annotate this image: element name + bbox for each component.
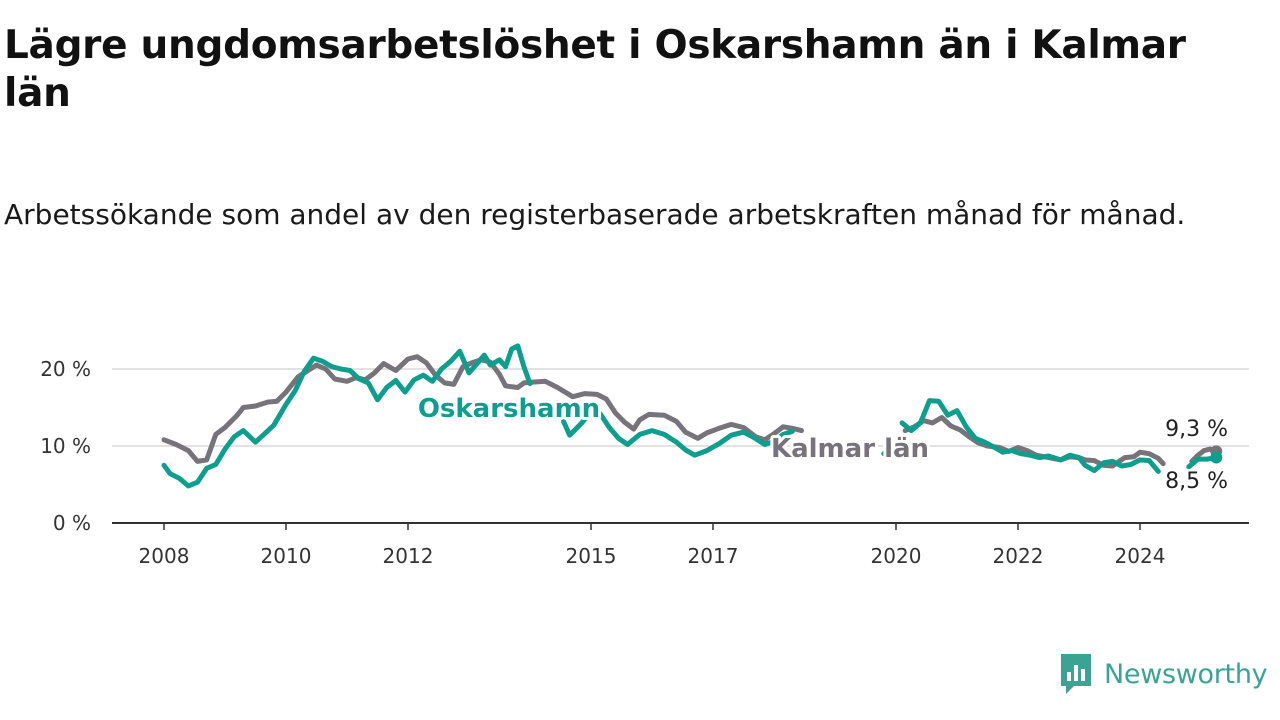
- series-labels: Oskarshamn Kalmar län 9,3 % 8,5 %: [415, 391, 1231, 497]
- y-tick-label: 10 %: [40, 434, 91, 458]
- series-line-oskarshamn: [881, 445, 893, 457]
- y-axis-ticks: 0 % 10 % 20 %: [40, 357, 91, 535]
- newsworthy-brand: Newsworthy: [1058, 652, 1268, 696]
- series-lines: [161, 343, 1223, 489]
- x-tick-label: 2012: [383, 544, 434, 568]
- series-line-oskarshamn: [561, 408, 795, 458]
- end-value-label-oskarshamn: 8,5 %: [1165, 469, 1228, 494]
- chart-subtitle: Arbetssökande som andel av den registerb…: [4, 198, 1186, 231]
- x-tick-label: 2024: [1115, 544, 1166, 568]
- brand-name: Newsworthy: [1104, 658, 1268, 690]
- x-tick-label: 2010: [261, 544, 312, 568]
- x-tick-label: 2020: [871, 544, 922, 568]
- end-point-marker: [1210, 451, 1223, 464]
- y-tick-label: 20 %: [40, 357, 91, 381]
- x-tick-label: 2022: [993, 544, 1044, 568]
- series-line-oskarshamn: [161, 343, 533, 489]
- y-tick-label: 0 %: [53, 511, 91, 535]
- x-axis: 2008 2010 2012 2015 2017 2020 2022 2024: [112, 522, 1249, 568]
- series-label-kalmar-lan: Kalmar län: [771, 434, 929, 464]
- x-tick-label: 2017: [688, 544, 739, 568]
- series-line-oskarshamn: [899, 398, 1161, 474]
- x-tick-label: 2015: [566, 544, 617, 568]
- end-value-label-kalmar-lan: 9,3 %: [1165, 417, 1228, 442]
- series-label-oskarshamn: Oskarshamn: [418, 394, 600, 424]
- newsworthy-logo-icon: [1061, 654, 1091, 694]
- chart-title: Lägre ungdomsarbetslöshet i Oskarshamn ä…: [4, 23, 1186, 116]
- x-tick-label: 2008: [139, 544, 190, 568]
